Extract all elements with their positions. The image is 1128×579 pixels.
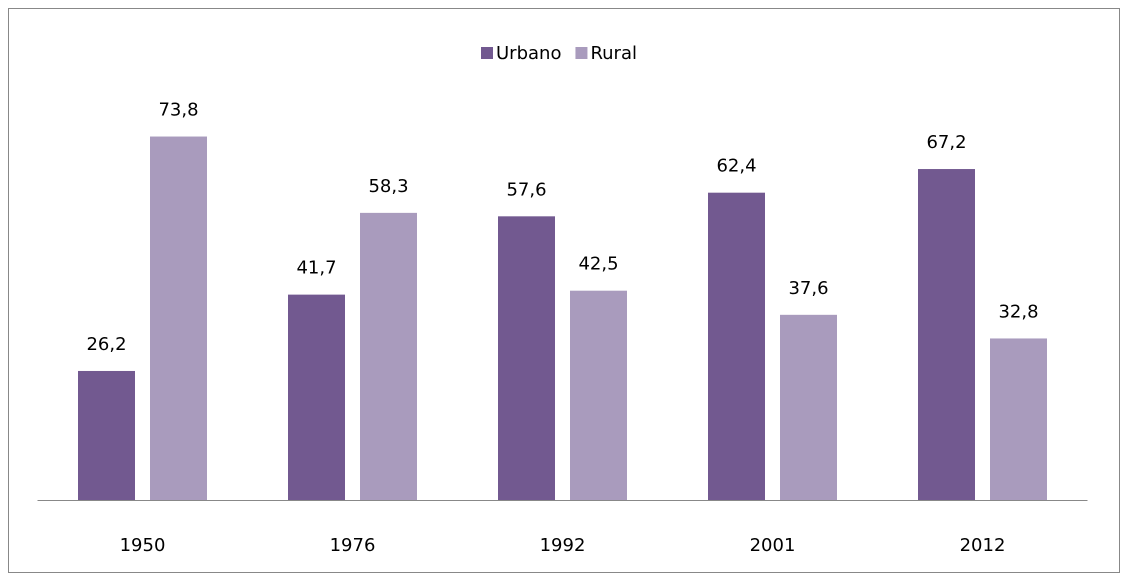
legend-swatch [575, 47, 588, 59]
data-label: 57,6 [506, 179, 546, 200]
bar [918, 169, 975, 501]
data-label: 37,6 [788, 278, 828, 299]
data-label: 67,2 [926, 132, 966, 153]
bar [780, 314, 837, 500]
x-tick-label: 1950 [120, 535, 166, 556]
legend-label: Rural [590, 43, 637, 64]
data-label: 41,7 [296, 258, 336, 279]
bar [150, 136, 207, 500]
data-label: 62,4 [716, 156, 756, 177]
bar [78, 370, 135, 500]
x-tick-label: 1992 [540, 535, 586, 556]
x-tick-label: 2012 [960, 535, 1006, 556]
bar [498, 216, 555, 500]
data-label: 42,5 [578, 254, 618, 275]
bar [360, 212, 417, 500]
bar [990, 338, 1047, 500]
legend-swatch [481, 47, 493, 59]
bar [288, 294, 345, 500]
x-tick-label: 1976 [330, 535, 376, 556]
data-label: 58,3 [368, 176, 408, 197]
legend-label: Urbano [496, 43, 561, 64]
bar [708, 192, 765, 500]
data-label: 32,8 [998, 301, 1038, 322]
bar [570, 290, 627, 500]
data-label: 26,2 [86, 334, 126, 355]
data-label: 73,8 [158, 100, 198, 121]
x-tick-label: 2001 [750, 535, 796, 556]
